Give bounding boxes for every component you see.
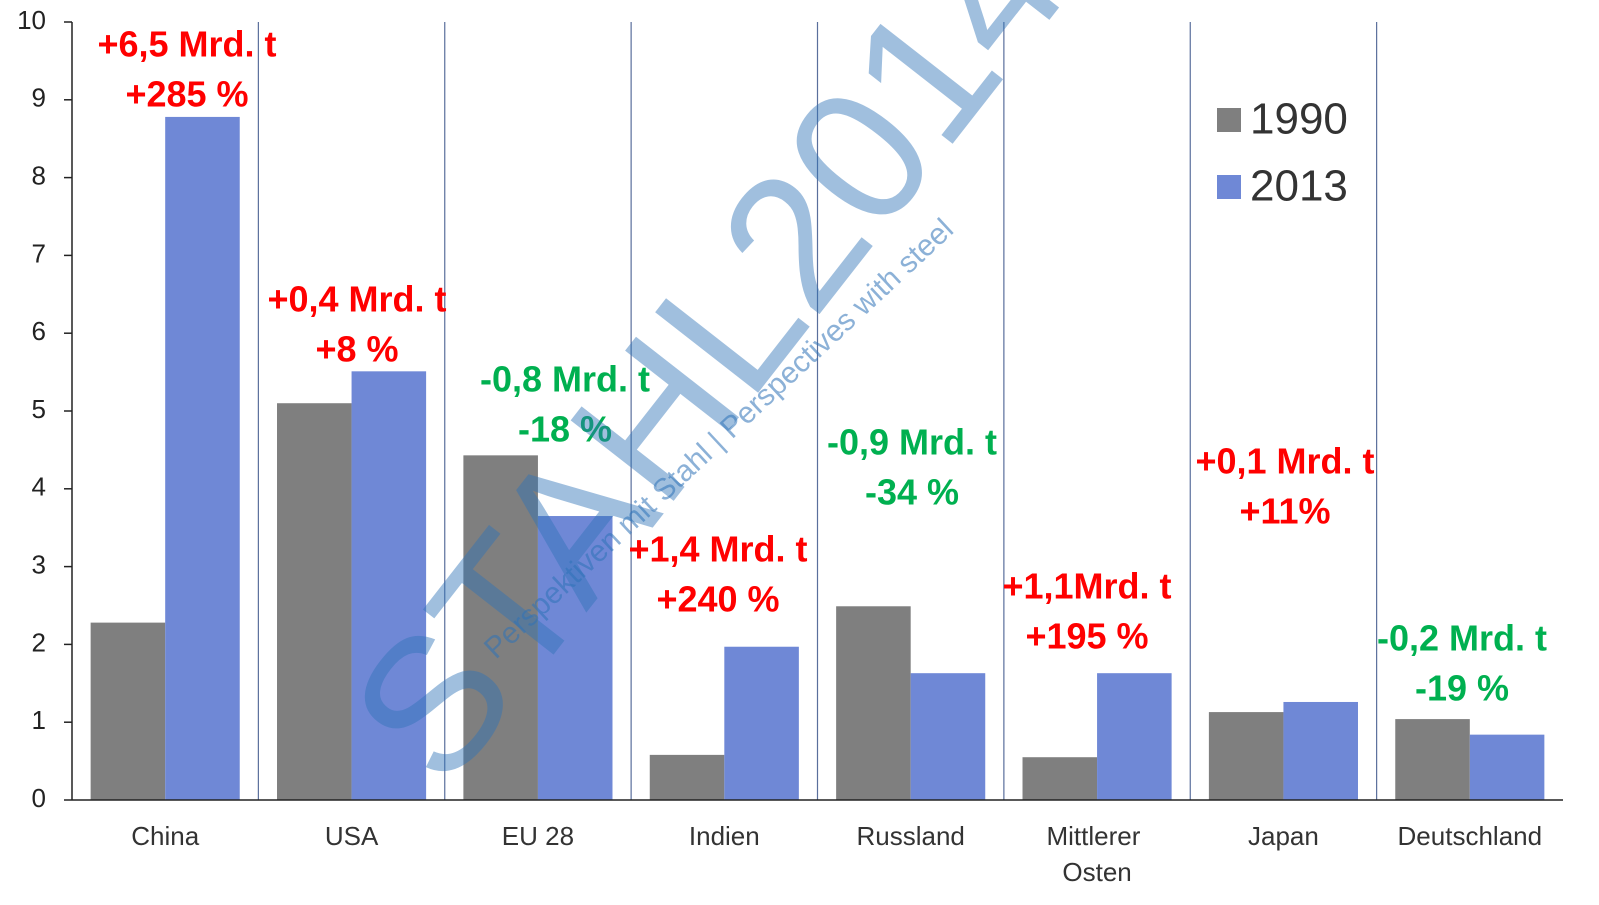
x-tick-label: Japan xyxy=(1248,821,1319,851)
x-tick-line: Osten xyxy=(1062,857,1131,887)
bar xyxy=(277,403,352,800)
bar xyxy=(1469,734,1545,800)
annotation: +1,1Mrd. t xyxy=(1002,566,1171,607)
bar xyxy=(165,116,240,800)
annotation: +1,4 Mrd. t xyxy=(628,529,807,570)
annotation: +195 % xyxy=(1025,616,1148,657)
annotation: +6,5 Mrd. t xyxy=(97,24,276,65)
bar xyxy=(90,622,166,800)
annotation: -34 % xyxy=(865,472,959,513)
y-tick-label: 5 xyxy=(32,394,46,424)
x-tick-label: China xyxy=(131,821,199,851)
legend-swatch xyxy=(1217,175,1241,199)
x-tick-label: USA xyxy=(325,821,379,851)
annotation: +285 % xyxy=(125,74,248,115)
annotation: +0,1 Mrd. t xyxy=(1195,441,1374,482)
annotation: -18 % xyxy=(518,409,612,450)
x-tick-label: Russland xyxy=(856,821,964,851)
bar xyxy=(1283,701,1358,800)
y-tick-label: 4 xyxy=(32,472,46,502)
watermark: STAHL2014 xyxy=(311,0,1107,818)
x-tick-label: Deutschland xyxy=(1398,821,1543,851)
bar xyxy=(1097,673,1172,800)
y-tick-label: 9 xyxy=(32,83,46,113)
legend-label: 1990 xyxy=(1250,95,1348,144)
y-tick-label: 6 xyxy=(32,316,46,346)
y-tick-label: 10 xyxy=(17,5,46,35)
y-tick-label: 3 xyxy=(32,549,46,579)
annotation: +240 % xyxy=(656,579,779,620)
bar xyxy=(351,371,427,800)
bar xyxy=(1208,712,1284,800)
bar xyxy=(1395,719,1470,800)
y-tick-label: 0 xyxy=(32,783,46,813)
annotation: -0,9 Mrd. t xyxy=(827,422,997,463)
annotation: -0,8 Mrd. t xyxy=(480,359,650,400)
y-tick-label: 2 xyxy=(32,627,46,657)
x-tick-label: Mittlerer Osten xyxy=(1047,821,1148,887)
bar xyxy=(463,455,538,800)
bar xyxy=(649,754,725,800)
annotation: +11% xyxy=(1239,491,1330,532)
legend-label: 2013 xyxy=(1250,162,1348,211)
x-tick-label: Indien xyxy=(689,821,760,851)
annotation: +8 % xyxy=(315,329,398,370)
legend-swatch xyxy=(1217,108,1241,132)
annotation: -19 % xyxy=(1415,668,1509,709)
bar xyxy=(1022,757,1098,800)
y-tick-label: 7 xyxy=(32,238,46,268)
bar xyxy=(537,516,613,800)
y-tick-label: 8 xyxy=(32,160,46,190)
annotation: -0,2 Mrd. t xyxy=(1377,618,1547,659)
bar xyxy=(836,606,911,800)
bar xyxy=(724,646,799,800)
y-tick-label: 1 xyxy=(32,705,46,735)
annotation: +0,4 Mrd. t xyxy=(267,279,446,320)
x-tick-label: EU 28 xyxy=(502,821,574,851)
x-tick-line: Mittlerer xyxy=(1047,821,1148,851)
bar xyxy=(910,673,986,800)
